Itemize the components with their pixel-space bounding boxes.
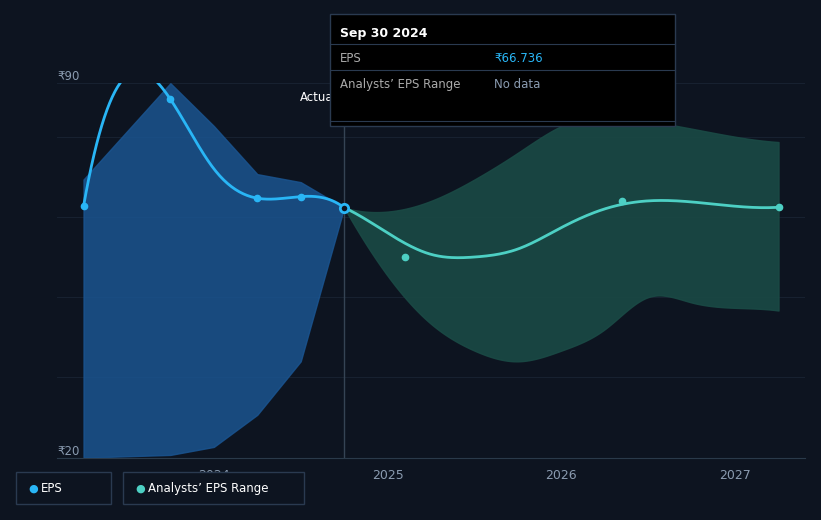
Text: Analysts’ EPS Range: Analysts’ EPS Range xyxy=(148,482,268,495)
Text: Actual: Actual xyxy=(300,91,337,104)
Text: ₹20: ₹20 xyxy=(57,445,80,458)
Text: ₹90: ₹90 xyxy=(57,70,80,83)
Text: Sep 30 2024: Sep 30 2024 xyxy=(340,27,428,41)
Text: ●: ● xyxy=(29,483,39,493)
Text: Analysts Forecasts: Analysts Forecasts xyxy=(351,91,461,104)
Text: EPS: EPS xyxy=(41,482,62,495)
Text: ●: ● xyxy=(135,483,145,493)
Text: Analysts’ EPS Range: Analysts’ EPS Range xyxy=(340,77,461,90)
Text: No data: No data xyxy=(494,77,540,90)
Text: ₹66.736: ₹66.736 xyxy=(494,51,543,64)
Text: EPS: EPS xyxy=(340,51,361,64)
